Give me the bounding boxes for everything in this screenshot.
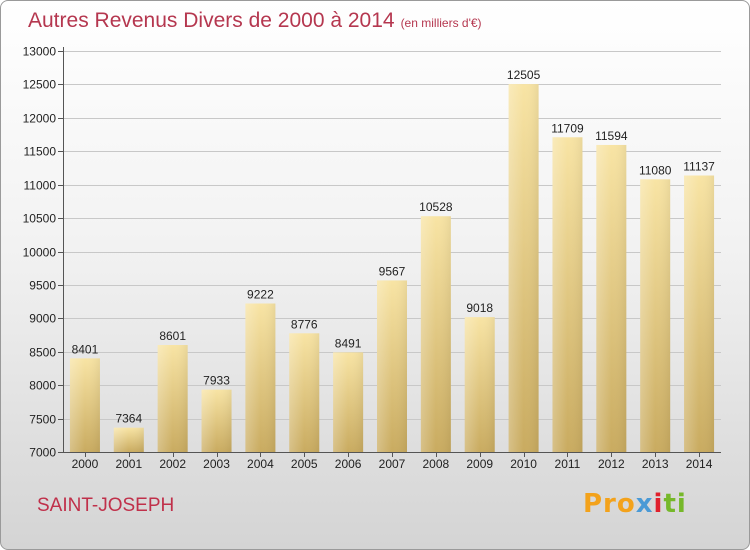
- data-label: 8401: [72, 342, 99, 356]
- x-tick-label: 2006: [335, 457, 362, 471]
- data-label: 11709: [551, 121, 584, 135]
- bar-shade: [684, 175, 715, 452]
- bar-shade: [420, 216, 451, 452]
- x-tick-label: 2003: [203, 457, 230, 471]
- bar-shade: [157, 344, 188, 452]
- logo-part-4: ti: [663, 489, 687, 519]
- x-tick-label: 2008: [423, 457, 450, 471]
- logo-part-1: Pro: [583, 489, 636, 519]
- bar-shade: [69, 358, 100, 452]
- chart-subtitle: (en milliers d'€): [400, 16, 482, 30]
- y-tick-label: 9000: [29, 312, 56, 326]
- axes: 7000 7500 8000 8500 9000 9500 10000 10500 11000 1…: [23, 45, 721, 471]
- bar-shade: [377, 280, 407, 452]
- y-tick-label: 10000: [23, 246, 57, 260]
- x-tick-label: 2001: [115, 457, 142, 471]
- data-label: 10528: [419, 200, 453, 214]
- x-tick-label: 2009: [466, 457, 493, 471]
- y-tick-label: 8500: [29, 346, 56, 360]
- y-tick-label: 7000: [29, 446, 56, 460]
- x-tick-label: 2002: [159, 457, 186, 471]
- data-label: 9222: [247, 287, 274, 301]
- x-tick-label: 2005: [291, 457, 318, 471]
- data-label: 11080: [639, 163, 672, 177]
- bar-shade: [333, 352, 364, 452]
- y-tick-label: 12000: [23, 112, 57, 126]
- y-tick-label: 7500: [29, 413, 56, 427]
- bar-shade: [113, 427, 144, 452]
- y-tick-label: 11500: [24, 145, 57, 159]
- x-tick-label: 2013: [642, 457, 669, 471]
- data-label: 8491: [335, 336, 362, 350]
- data-label: 8601: [159, 329, 186, 343]
- x-tick-label: 2011: [555, 457, 581, 471]
- data-label: 12505: [507, 68, 541, 82]
- data-label: 8776: [291, 317, 318, 331]
- chart-title-text: Autres Revenus Divers de 2000 à 2014: [28, 9, 395, 32]
- bar-shade: [464, 317, 495, 452]
- bar-shade: [508, 84, 539, 453]
- bar-shade: [596, 144, 627, 453]
- data-label: 9567: [379, 264, 406, 278]
- x-tick-label: 2012: [598, 457, 625, 471]
- x-tick-label: 2004: [247, 457, 274, 471]
- y-tick-label: 10500: [23, 212, 57, 226]
- data-label: 11594: [595, 129, 628, 143]
- x-tick-label: 2010: [510, 457, 537, 471]
- bars: 8401 7364 8601 7933 9222 8776 8491 9567 10528 901…: [69, 68, 715, 453]
- location-label: SAINT-JOSEPH: [37, 495, 175, 516]
- bar-shade: [245, 303, 276, 452]
- y-tick-label: 12500: [23, 78, 57, 92]
- x-tick-label: 2007: [379, 457, 406, 471]
- y-tick-label: 13000: [23, 45, 57, 59]
- bar-shade: [289, 333, 320, 452]
- data-label: 9018: [466, 301, 493, 315]
- y-tick-label: 11000: [24, 179, 57, 193]
- y-tick-label: 9500: [29, 279, 56, 293]
- bar-shade: [201, 389, 232, 452]
- chart-title: Autres Revenus Divers de 2000 à 2014 (en …: [28, 9, 482, 33]
- logo-part-3: i: [653, 489, 664, 519]
- data-label: 11137: [683, 160, 715, 174]
- proxiti-logo[interactable]: Proxiti: [583, 489, 687, 519]
- data-label: 7364: [115, 412, 142, 426]
- logo-part-2: x: [635, 489, 654, 519]
- x-tick-label: 2014: [686, 457, 713, 471]
- bar-shade: [552, 137, 583, 452]
- x-tick-label: 2000: [72, 457, 99, 471]
- bar-shade: [640, 179, 671, 452]
- data-label: 7933: [203, 374, 230, 388]
- y-tick-label: 8000: [29, 379, 56, 393]
